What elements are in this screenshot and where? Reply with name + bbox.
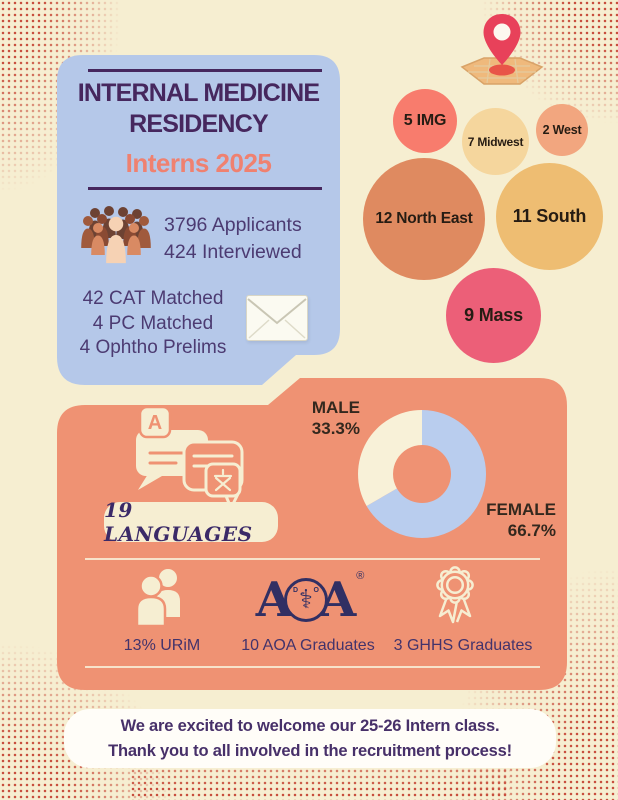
- match-stats: 42 CAT Matched 4 PC Matched 4 Ophtho Pre…: [57, 287, 249, 361]
- title-divider-bottom: [88, 187, 322, 190]
- bubble-midwest: 7 Midwest: [462, 108, 529, 175]
- aoa-letter-o: O: [313, 587, 319, 594]
- bubble-img-label: 5 IMG: [403, 112, 447, 129]
- footer-message-box: We are excited to welcome our 25-26 Inte…: [64, 709, 556, 768]
- pc-matched: 4 PC Matched: [92, 312, 214, 334]
- title-divider-top: [88, 69, 322, 72]
- aoa-caduceus-circle: D ⚕ O: [283, 578, 328, 622]
- aoa-logo: A D ⚕ O A ®: [254, 570, 366, 630]
- bubble-west: 2 West: [536, 104, 588, 156]
- footer-line1: We are excited to welcome our 25-26 Inte…: [120, 716, 500, 735]
- footer-line2: Thank you to all involved in the recruit…: [108, 741, 512, 760]
- map-pin-icon: [460, 14, 544, 85]
- bubble-south-label: 11 South: [512, 206, 587, 226]
- interviewed-count: 424 Interviewed: [164, 241, 302, 263]
- female-text: FEMALE: [486, 500, 556, 519]
- bubble-south: 11 South: [496, 163, 603, 270]
- page-subtitle: Interns 2025: [125, 148, 272, 178]
- applicants-count: 3796 Applicants: [164, 214, 302, 236]
- stats-divider-bottom: [85, 666, 540, 668]
- page-title-line2: RESIDENCY: [129, 110, 268, 138]
- ghhs-award-ribbon-icon: [436, 566, 474, 624]
- aoa-registered-mark: ®: [356, 570, 365, 582]
- bubble-img: 5 IMG: [393, 89, 457, 153]
- male-percent: 33.3%: [311, 419, 360, 438]
- languages-icon: A: [136, 405, 244, 512]
- aoa-letter-d: D: [292, 587, 298, 594]
- aoa-stat-label: 10 AOA Graduates: [241, 637, 375, 654]
- applicants-crowd-icon: [81, 206, 151, 264]
- page-title-line1: INTERNAL MEDICINE: [77, 79, 320, 107]
- aoa-staff-icon: ⚕: [298, 585, 313, 615]
- male-label: MALE 33.3%: [258, 397, 360, 439]
- female-percent: 66.7%: [507, 521, 556, 540]
- cat-matched: 42 CAT Matched: [82, 288, 224, 309]
- female-label: FEMALE 66.7%: [450, 499, 556, 541]
- bubble-midwest-label: 7 Midwest: [467, 134, 524, 149]
- ophtho-prelims: 4 Ophtho Prelims: [79, 337, 227, 358]
- urim-people-icon: [135, 569, 180, 628]
- male-text: MALE: [311, 398, 360, 417]
- bubble-mass: 9 Mass: [446, 268, 541, 363]
- languages-count-label: 19 LANGUAGES: [104, 498, 253, 546]
- bubble-mass-label: 9 Mass: [464, 305, 523, 325]
- bubble-northeast-label: 12 North East: [375, 210, 473, 227]
- urim-stat-label: 13% URiM: [123, 637, 201, 654]
- bubble-northeast: 12 North East: [363, 158, 485, 280]
- ghhs-stat-label: 3 GHHS Graduates: [393, 637, 533, 654]
- stats-divider-top: [85, 558, 540, 560]
- languages-pill: 19 LANGUAGES: [104, 498, 278, 546]
- gender-donut-chart: [358, 410, 487, 538]
- bubble-west-label: 2 West: [542, 123, 582, 137]
- svg-text:A: A: [148, 412, 162, 434]
- applicant-stats: 3796 Applicants 424 Interviewed: [164, 212, 339, 266]
- envelope-icon: [246, 295, 308, 341]
